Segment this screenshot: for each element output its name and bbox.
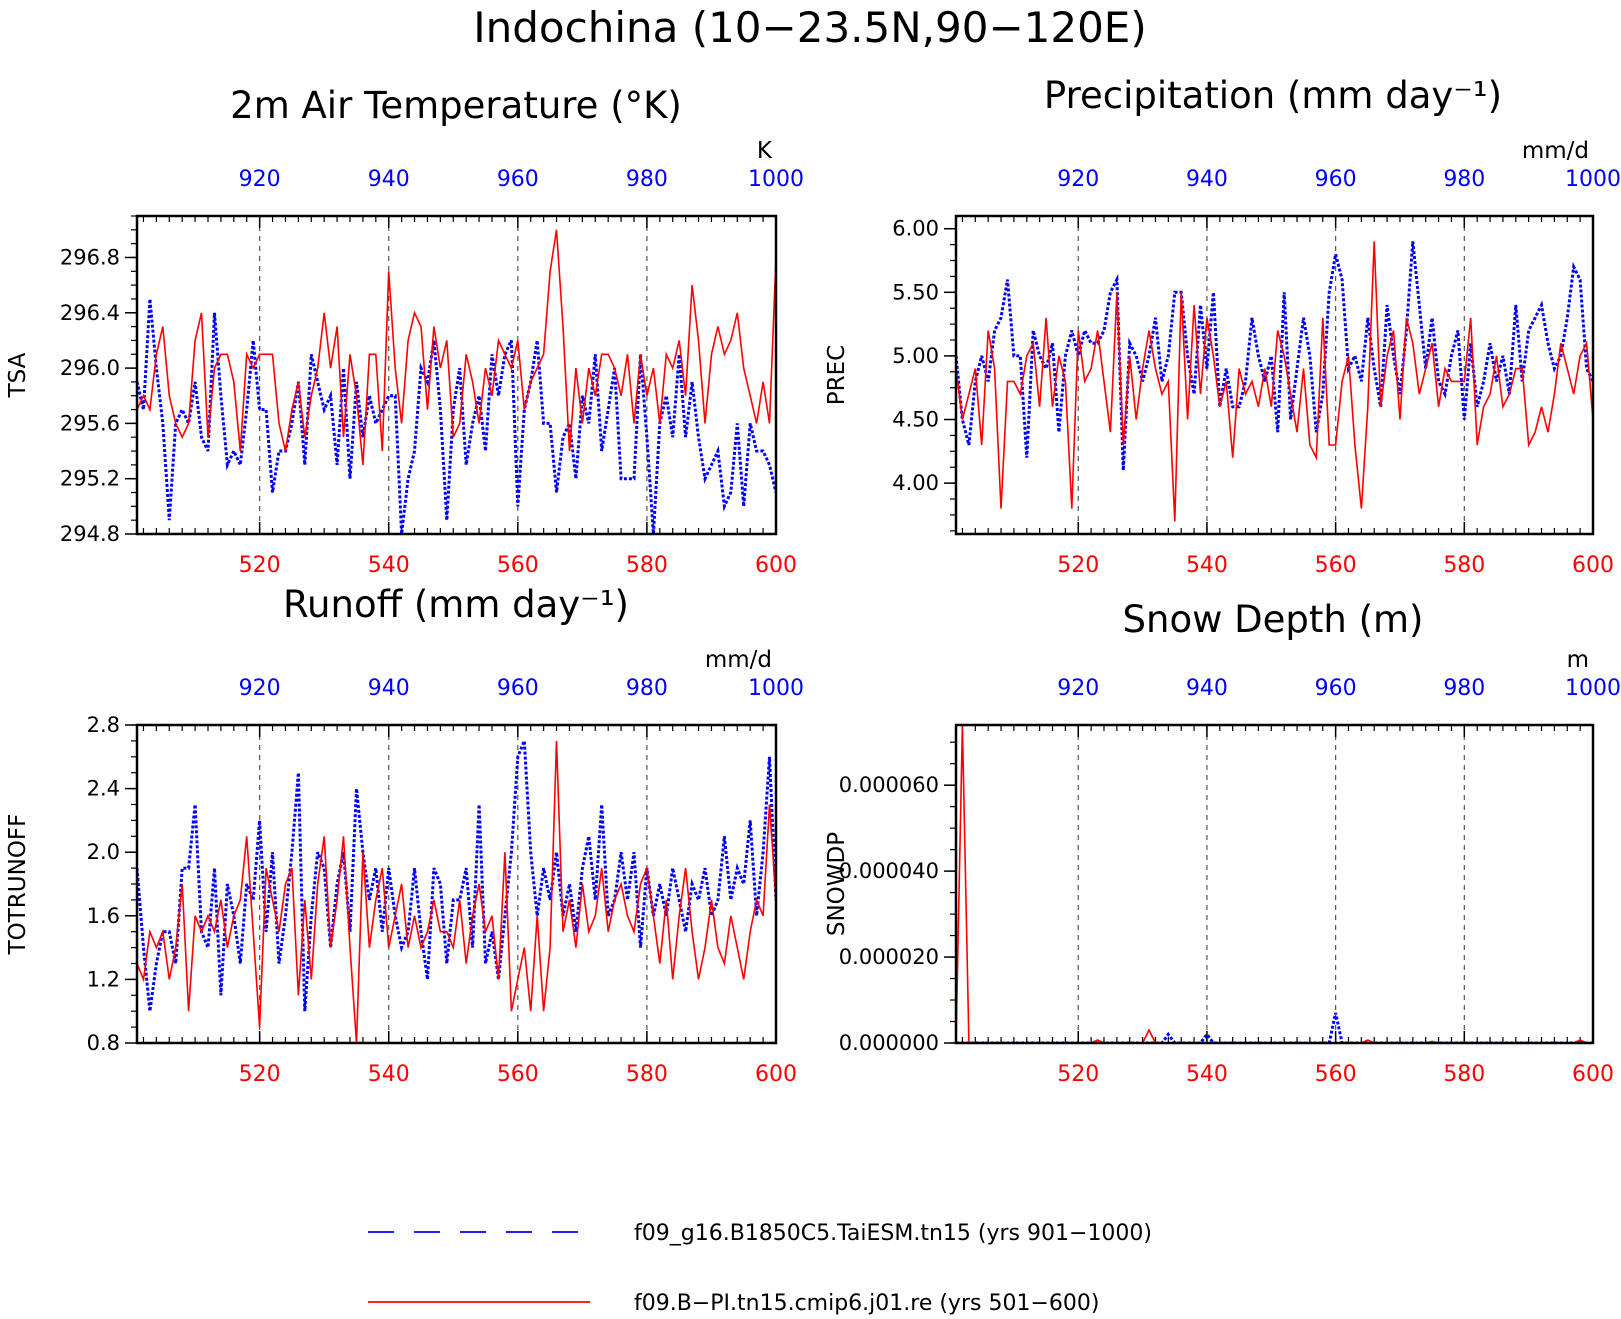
x-bottom-tick-label: 520: [1057, 1062, 1099, 1087]
units-label: m: [1567, 647, 1589, 673]
x-bottom-tick-label: 580: [626, 553, 668, 578]
series-line-cmip6: [137, 740, 776, 1043]
series-line-taiesm: [956, 1012, 1593, 1043]
y-tick-label: 5.00: [892, 344, 939, 368]
x-bottom-tick-label: 600: [1572, 553, 1614, 578]
x-bottom-tick-label: 520: [239, 553, 281, 578]
panel-tsa: 2m Air Temperature (°K) K TSA 520 540 560 580 6…: [5, 84, 804, 578]
legend-label-0: f09_g16.B1850C5.TaiESM.tn15 (yrs 901−100…: [634, 1221, 1152, 1246]
plot-frame: [135, 214, 778, 536]
y-tick-label: 0.000020: [839, 945, 939, 969]
plot-frame: [954, 214, 1595, 536]
panel-title: Snow Depth (m): [1123, 598, 1424, 641]
x-top-tick-label: 960: [497, 167, 539, 192]
main-title: Indochina (10−23.5N,90−120E): [473, 3, 1146, 52]
x-bottom-tick-label: 540: [1186, 1062, 1228, 1087]
x-bottom-tick-label: 580: [1443, 553, 1485, 578]
panel-title: Runoff (mm day⁻¹): [283, 583, 629, 626]
y-tick-label: 2.4: [87, 777, 120, 801]
y-tick-label: 4.00: [892, 471, 939, 495]
y-tick-label: 296.0: [60, 356, 120, 380]
series-line-cmip6: [956, 725, 1593, 1043]
x-top-tick-label: 960: [497, 676, 539, 701]
panel-prec: Precipitation (mm day⁻¹) mm/d PREC 520 540 56…: [824, 74, 1621, 578]
y-tick-label: 2.0: [87, 840, 120, 864]
y-tick-label: 0.000060: [839, 773, 939, 797]
legend: f09_g16.B1850C5.TaiESM.tn15 (yrs 901−100…: [368, 1221, 1152, 1316]
x-top-tick-label: 1000: [748, 167, 804, 192]
panel-totrunoff: Runoff (mm day⁻¹) mm/d TOTRUNOFF 520 540 560 5…: [5, 583, 804, 1087]
x-bottom-tick-label: 560: [497, 553, 539, 578]
y-tick-label: 2.8: [87, 713, 120, 737]
x-bottom-tick-label: 580: [626, 1062, 668, 1087]
x-top-tick-label: 980: [1443, 676, 1485, 701]
x-bottom-tick-label: 600: [755, 1062, 797, 1087]
x-top-tick-label: 1000: [1565, 167, 1621, 192]
x-bottom-tick-label: 560: [1315, 1062, 1357, 1087]
plot-frame: [135, 723, 778, 1045]
y-tick-label: 5.50: [892, 280, 939, 304]
units-label: mm/d: [705, 647, 772, 673]
x-top-tick-label: 940: [368, 676, 410, 701]
y-tick-label: 1.6: [87, 904, 120, 928]
x-top-tick-label: 920: [239, 167, 281, 192]
y-tick-label: 0.8: [87, 1031, 120, 1055]
y-tick-label: 0.000040: [839, 859, 939, 883]
units-label: mm/d: [1522, 138, 1589, 164]
x-top-tick-label: 940: [1186, 676, 1228, 701]
x-top-tick-label: 960: [1315, 676, 1357, 701]
y-axis-label: TOTRUNOFF: [5, 814, 31, 956]
x-bottom-tick-label: 560: [1315, 553, 1357, 578]
series-line-taiesm: [956, 241, 1593, 471]
y-axis-label: PREC: [824, 345, 850, 405]
x-top-tick-label: 920: [239, 676, 281, 701]
x-top-tick-label: 920: [1057, 167, 1099, 192]
legend-label-1: f09.B−PI.tn15.cmip6.j01.re (yrs 501−600): [634, 1291, 1099, 1316]
x-bottom-tick-label: 540: [1186, 553, 1228, 578]
x-bottom-tick-label: 540: [368, 553, 410, 578]
panel-title: Precipitation (mm day⁻¹): [1044, 74, 1502, 117]
series-line-taiesm: [137, 298, 776, 534]
x-bottom-tick-label: 540: [368, 1062, 410, 1087]
x-top-tick-label: 1000: [748, 676, 804, 701]
y-tick-label: 294.8: [60, 522, 120, 546]
x-bottom-tick-label: 560: [497, 1062, 539, 1087]
panel-title: 2m Air Temperature (°K): [230, 84, 682, 127]
x-bottom-tick-label: 600: [1572, 1062, 1614, 1087]
y-tick-label: 295.2: [60, 467, 120, 491]
x-top-tick-label: 980: [626, 676, 668, 701]
y-tick-label: 1.2: [87, 967, 120, 991]
x-top-tick-label: 960: [1315, 167, 1357, 192]
x-top-tick-label: 980: [1443, 167, 1485, 192]
x-bottom-tick-label: 520: [1057, 553, 1099, 578]
x-top-tick-label: 940: [1186, 167, 1228, 192]
series-line-taiesm: [137, 740, 776, 1012]
x-top-tick-label: 980: [626, 167, 668, 192]
x-bottom-tick-label: 600: [755, 553, 797, 578]
series-line-cmip6: [137, 229, 776, 465]
panel-snowdp: Snow Depth (m) m SNOWDP 520 540 560 580 600 920 9…: [824, 598, 1621, 1087]
y-axis-label: TSA: [5, 352, 31, 398]
y-tick-label: 0.000000: [839, 1031, 939, 1055]
y-tick-label: 4.50: [892, 408, 939, 432]
plot-frame: [954, 723, 1595, 1045]
y-tick-label: 296.8: [60, 245, 120, 269]
x-bottom-tick-label: 520: [239, 1062, 281, 1087]
x-top-tick-label: 940: [368, 167, 410, 192]
y-axis-label: SNOWDP: [824, 832, 850, 936]
y-tick-label: 295.6: [60, 411, 120, 435]
units-label: K: [757, 138, 773, 164]
x-bottom-tick-label: 580: [1443, 1062, 1485, 1087]
series-line-cmip6: [956, 241, 1593, 522]
x-top-tick-label: 1000: [1565, 676, 1621, 701]
y-tick-label: 296.4: [60, 301, 120, 325]
y-tick-label: 6.00: [892, 217, 939, 241]
x-top-tick-label: 920: [1057, 676, 1099, 701]
